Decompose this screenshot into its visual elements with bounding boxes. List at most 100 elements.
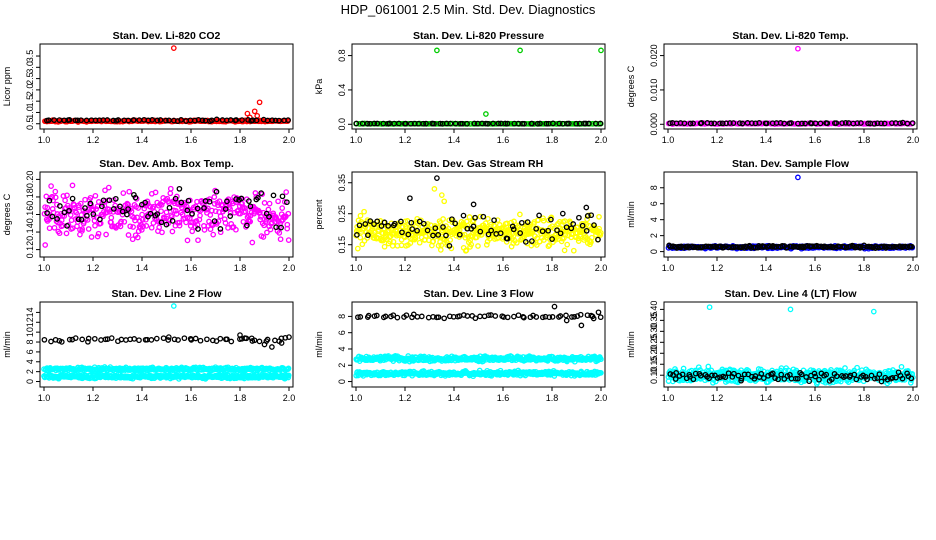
data-point: [803, 374, 810, 380]
data-point: [211, 194, 218, 200]
data-point: [108, 214, 115, 221]
data-point: [420, 220, 427, 227]
data-point: [279, 193, 286, 200]
data-point: [794, 375, 801, 382]
data-point: [899, 375, 906, 382]
x-tick-label: 1.0: [662, 393, 675, 403]
y-tick-label: 8: [337, 314, 347, 319]
data-point: [673, 370, 680, 376]
data-point: [199, 117, 206, 124]
data-point: [566, 120, 572, 127]
data-point: [184, 237, 191, 244]
data-point: [131, 214, 137, 221]
data-point: [52, 188, 59, 195]
data-point: [373, 312, 380, 319]
x-tick-label: 1.2: [87, 135, 100, 145]
data-point: [437, 239, 443, 245]
data-point: [61, 209, 68, 216]
data-point: [267, 226, 274, 233]
data-point: [390, 312, 397, 319]
data-point: [868, 372, 875, 379]
panel-title: Stan. Dev. Gas Stream RH: [414, 158, 543, 170]
data-point: [546, 242, 553, 248]
x-tick-label: 1.4: [448, 263, 461, 273]
data-point: [537, 120, 543, 127]
x-tick-label: 2.0: [283, 263, 296, 273]
data-point: [158, 202, 165, 208]
data-point: [459, 232, 466, 238]
data-point: [833, 120, 840, 126]
data-point: [717, 374, 723, 381]
data-point: [573, 120, 580, 127]
data-point: [284, 221, 291, 228]
data-point: [502, 120, 509, 127]
data-point: [585, 120, 592, 127]
data-point: [48, 338, 54, 345]
data-point: [423, 120, 429, 127]
data-point: [490, 120, 496, 127]
plot-frame: [39, 43, 294, 130]
y-tick-label: 2: [649, 233, 659, 238]
data-point: [477, 313, 483, 320]
data-point: [264, 336, 271, 343]
y-tick-label: 4: [25, 359, 35, 364]
y-tick-label: 0.8: [337, 49, 347, 62]
data-point: [738, 375, 745, 382]
data-point: [824, 244, 830, 250]
data-point: [134, 234, 141, 241]
panel-title: Stan. Dev. Li-820 Pressure: [413, 30, 544, 42]
data-point: [588, 234, 595, 241]
x-tick-label: 1.2: [87, 263, 100, 273]
x-tick-label: 1.6: [497, 263, 510, 273]
y-axis-label: ml/min: [626, 201, 636, 228]
data-point: [106, 197, 113, 204]
x-tick-label: 1.4: [136, 393, 149, 403]
data-point: [483, 241, 490, 248]
y-tick-label: 4: [649, 217, 659, 222]
data-point: [147, 210, 154, 217]
data-point: [167, 185, 174, 192]
chart-panel: Stan. Dev. Li-820 Temp.degrees C1.0 1.2 1.…: [626, 30, 919, 145]
y-tick-label: 2.0: [25, 84, 35, 97]
x-tick-label: 1.2: [87, 393, 100, 403]
data-point: [115, 117, 122, 123]
data-point: [66, 117, 73, 123]
data-point: [110, 206, 117, 212]
data-point: [253, 117, 260, 124]
data-point: [266, 200, 273, 207]
data-point: [354, 245, 361, 252]
data-point: [766, 243, 773, 249]
data-point: [378, 223, 385, 229]
y-axis-label: Licor ppm: [2, 67, 12, 107]
data-point: [87, 200, 94, 207]
data-point: [518, 219, 525, 226]
data-point: [533, 314, 540, 320]
data-point: [54, 201, 60, 208]
data-point: [381, 243, 388, 250]
data-point: [475, 243, 481, 249]
panel-title: Stan. Dev. Sample Flow: [732, 158, 850, 170]
data-point: [44, 204, 51, 211]
y-tick-label: 6: [649, 201, 659, 206]
data-point: [85, 226, 92, 232]
data-point: [61, 213, 68, 219]
data-point: [503, 239, 510, 245]
data-point: [435, 314, 442, 321]
data-point: [249, 338, 256, 344]
data-point: [78, 216, 85, 223]
data-point: [374, 218, 381, 225]
data-point: [131, 117, 137, 123]
data-point: [374, 120, 381, 127]
data-point: [135, 205, 142, 211]
data-point: [871, 375, 878, 382]
data-point: [420, 120, 427, 127]
data-point: [760, 375, 767, 381]
y-tick-label: 0.020: [649, 44, 659, 67]
data-point: [125, 117, 132, 124]
data-point: [224, 198, 230, 205]
data-point: [679, 371, 686, 378]
data-point: [752, 120, 759, 127]
data-point: [521, 314, 527, 321]
